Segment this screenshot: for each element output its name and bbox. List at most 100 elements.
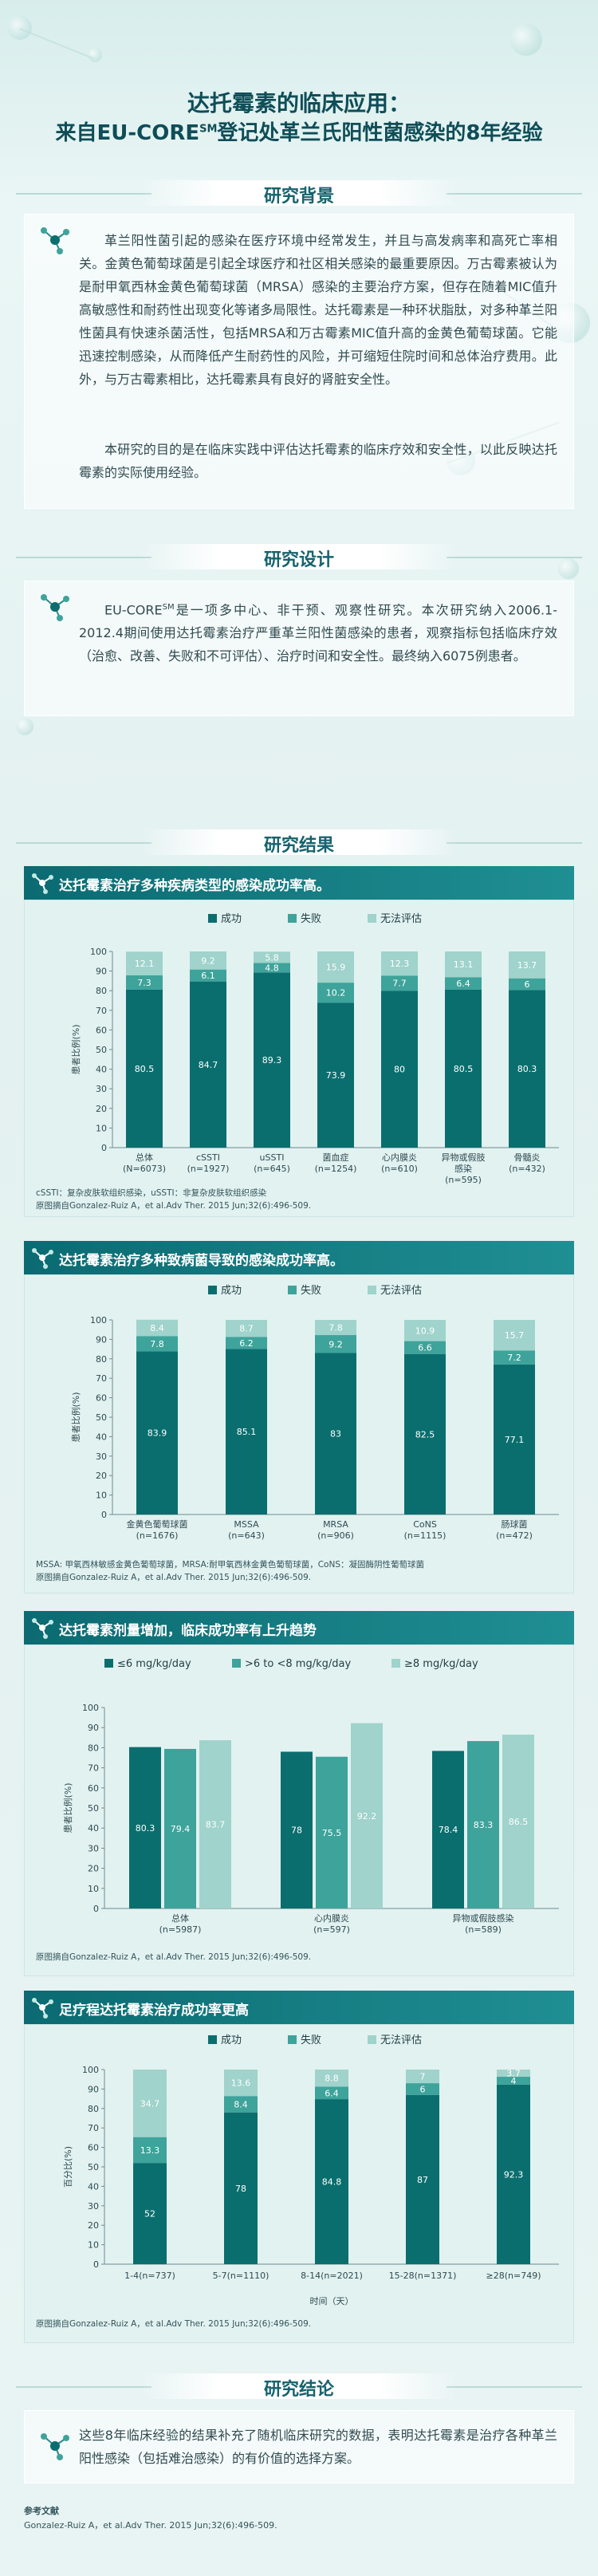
bar-segment bbox=[497, 2084, 530, 2264]
bar-segment bbox=[497, 2070, 530, 2078]
data-label: 7.7 bbox=[392, 979, 407, 989]
data-label: 13.7 bbox=[517, 960, 537, 971]
x-tick-label: 异物或假肢 bbox=[442, 1152, 486, 1163]
data-label: 6.1 bbox=[201, 971, 215, 981]
data-label: 80.3 bbox=[136, 1823, 155, 1834]
bar-segment bbox=[224, 2070, 258, 2097]
legend-label: 无法评估 bbox=[380, 1285, 422, 1297]
bar-segment bbox=[317, 983, 354, 1003]
legend-swatch bbox=[104, 1659, 113, 1668]
x-tick-label: ≥28(n=749) bbox=[486, 2271, 541, 2281]
data-label: 15.9 bbox=[326, 963, 346, 973]
data-label: 7.2 bbox=[507, 1353, 521, 1363]
y-tick-label: 70 bbox=[96, 1006, 107, 1016]
x-tick-label: 异物或假肢感染 bbox=[453, 1912, 514, 1924]
chart-card-body: 成功 失败 无法评估 0 10 20 30 40 50 60 70 80 90 100 患者比例(%) 80.… bbox=[24, 900, 574, 1217]
data-label: 6 bbox=[420, 2084, 426, 2094]
bar bbox=[164, 1748, 196, 1908]
data-label: 13.3 bbox=[140, 2145, 160, 2156]
bar-segment bbox=[494, 1364, 535, 1514]
data-label: 78.4 bbox=[439, 1825, 458, 1835]
x-tick-label: 骨髓炎 bbox=[514, 1152, 541, 1163]
data-label: 80.3 bbox=[517, 1064, 537, 1074]
data-label: 82.5 bbox=[415, 1429, 435, 1440]
legend-swatch bbox=[288, 914, 297, 923]
y-tick-label: 90 bbox=[88, 1723, 99, 1733]
x-tick-label: (n=645) bbox=[254, 1164, 290, 1174]
x-tick-label: 总体 bbox=[136, 1152, 153, 1163]
data-label: 6.4 bbox=[456, 979, 470, 989]
data-label: 89.3 bbox=[262, 1055, 282, 1065]
data-label: 6.2 bbox=[239, 1338, 254, 1349]
chart-title: 足疗程达托霉素治疗成功率更高 bbox=[59, 2003, 249, 2019]
molecule-icon bbox=[32, 1998, 53, 2019]
data-label: 78 bbox=[235, 2184, 246, 2194]
data-label: 7.3 bbox=[137, 978, 151, 988]
legend-label: 失败 bbox=[301, 2034, 321, 2046]
y-tick-label: 80 bbox=[96, 986, 107, 996]
chart-1-svg: 成功 失败 无法评估 0 10 20 30 40 50 60 70 80 90 100 患者比例(%) 83.… bbox=[36, 1285, 559, 1582]
legend-swatch bbox=[288, 2035, 297, 2044]
x-tick-label: 总体 bbox=[171, 1912, 189, 1924]
data-label: 15.7 bbox=[505, 1330, 525, 1341]
data-label: 80.5 bbox=[135, 1064, 155, 1074]
y-axis-label: 百分比(%) bbox=[63, 2146, 73, 2188]
bar-segment bbox=[317, 951, 354, 983]
bar-segment bbox=[315, 1335, 356, 1353]
x-tick-label: cSSTI bbox=[196, 1152, 220, 1163]
molecule-icon bbox=[41, 594, 69, 621]
y-tick-label: 50 bbox=[96, 1412, 107, 1423]
data-label: 86.5 bbox=[509, 1817, 529, 1827]
bar-segment bbox=[315, 2099, 348, 2264]
bar-segment bbox=[317, 1002, 354, 1148]
data-label: 87 bbox=[417, 2175, 428, 2185]
chart-title: 达托霉素治疗多种疾病类型的感染成功率高。 bbox=[59, 878, 330, 894]
bar-segment bbox=[406, 2083, 439, 2095]
conclusion-textbox: 这些8年临床经验的结果补充了随机临床研究的数据，表明达托霉素是治疗各种革兰阳性感… bbox=[24, 2410, 574, 2483]
legend-label: 无法评估 bbox=[380, 2034, 422, 2046]
legend-swatch bbox=[391, 1659, 400, 1668]
y-tick-label: 60 bbox=[88, 1783, 99, 1794]
x-tick-label: (N=6073) bbox=[123, 1164, 166, 1174]
bar-segment bbox=[224, 2096, 258, 2113]
legend-label: 无法评估 bbox=[380, 913, 422, 925]
data-label: 4 bbox=[511, 2076, 517, 2086]
y-tick-label: 10 bbox=[88, 2240, 99, 2251]
section-heading-background: 研究背景 bbox=[0, 177, 598, 209]
y-tick-label: 20 bbox=[88, 2220, 99, 2231]
y-tick-label: 40 bbox=[88, 2181, 99, 2192]
chart-title: 达托霉素剂量增加，临床成功率有上升趋势 bbox=[59, 1623, 317, 1639]
chart-card-2: 达托霉素治疗多种致病菌导致的感染成功率高。 成功 失败 无法评估 0 10 20 30 40 5… bbox=[24, 1241, 574, 1593]
x-tick-label: (n=1254) bbox=[315, 1164, 357, 1174]
y-tick-label: 60 bbox=[96, 1393, 107, 1404]
x-tick-label: CoNS bbox=[413, 1519, 437, 1530]
x-tick-label: 心内膜炎 bbox=[382, 1152, 417, 1163]
data-label: 83.9 bbox=[148, 1428, 167, 1439]
data-label: 83.3 bbox=[474, 1820, 494, 1830]
x-tick-label: (n=597) bbox=[313, 1924, 350, 1935]
data-label: 13.1 bbox=[454, 959, 474, 970]
x-tick-label: 8-14(n=2021) bbox=[301, 2271, 363, 2281]
bar-segment bbox=[494, 1350, 535, 1365]
data-label: 7.8 bbox=[329, 1323, 343, 1333]
legend-label: 失败 bbox=[301, 1285, 321, 1297]
legend-label: ≥8 mg/kg/day bbox=[404, 1658, 478, 1670]
legend-label: ≤6 mg/kg/day bbox=[117, 1658, 191, 1670]
bar bbox=[351, 1723, 383, 1908]
bar-segment bbox=[226, 1349, 267, 1514]
data-label: 92.2 bbox=[357, 1811, 377, 1822]
bar-segment bbox=[226, 1337, 267, 1349]
data-label: 7 bbox=[420, 2072, 426, 2082]
references-text: Gonzalez-Ruiz A，et al.Adv Ther. 2015 Jun… bbox=[24, 2520, 277, 2531]
molecule-icon bbox=[41, 227, 69, 254]
x-tick-label: (n=595) bbox=[445, 1175, 482, 1185]
section-heading-results: 研究结果 bbox=[0, 826, 598, 858]
x-tick-label: uSSTI bbox=[260, 1152, 285, 1163]
chart-footnote: cSSTI：复杂皮肤软组织感染，uSSTI：非复杂皮肤软组织感染 bbox=[36, 1188, 267, 1198]
data-label: 34.7 bbox=[140, 2098, 160, 2109]
data-label: 8.7 bbox=[239, 1324, 254, 1334]
bar-segment bbox=[381, 991, 418, 1148]
data-label: 6.6 bbox=[418, 1343, 432, 1353]
y-tick-label: 70 bbox=[96, 1373, 107, 1384]
